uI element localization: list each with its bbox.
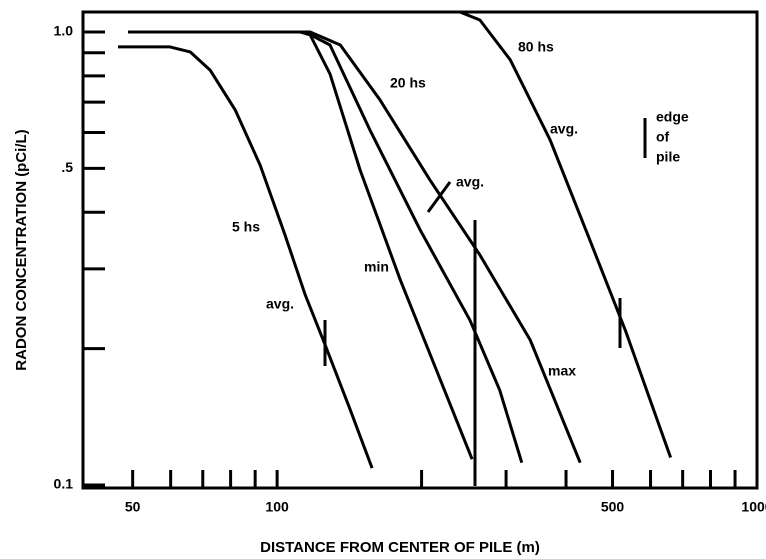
curve-label: 20 hs bbox=[390, 75, 426, 91]
curve bbox=[128, 30, 474, 460]
x-tick-label: 50 bbox=[125, 499, 141, 515]
annotation: edge bbox=[656, 109, 689, 125]
curve-label: max bbox=[548, 363, 576, 379]
curve bbox=[128, 30, 582, 464]
annotation: of bbox=[656, 129, 670, 145]
y-tick-label: 0.1 bbox=[54, 476, 74, 492]
curve-label: 5 hs bbox=[232, 219, 260, 235]
y-tick-label: .5 bbox=[61, 159, 73, 175]
curve bbox=[118, 45, 374, 469]
y-axis-label: RADON CONCENTRATION (pCi/L) bbox=[13, 129, 30, 370]
annotation: pile bbox=[656, 149, 680, 165]
x-tick-label: 1000 bbox=[741, 499, 766, 515]
avg-marker bbox=[426, 181, 452, 213]
annotation: avg. bbox=[266, 296, 294, 312]
annotation: avg. bbox=[550, 121, 578, 137]
x-tick-label: 500 bbox=[601, 499, 625, 515]
curve-label: 80 hs bbox=[518, 39, 554, 55]
y-tick-label: 1.0 bbox=[54, 23, 74, 39]
annotation: avg. bbox=[456, 174, 484, 190]
x-tick-label: 100 bbox=[265, 499, 289, 515]
curve-label: min bbox=[364, 259, 389, 275]
x-axis-label: DISTANCE FROM CENTER OF PILE (m) bbox=[260, 539, 540, 556]
edge-markers bbox=[323, 118, 647, 486]
curve bbox=[128, 30, 524, 464]
